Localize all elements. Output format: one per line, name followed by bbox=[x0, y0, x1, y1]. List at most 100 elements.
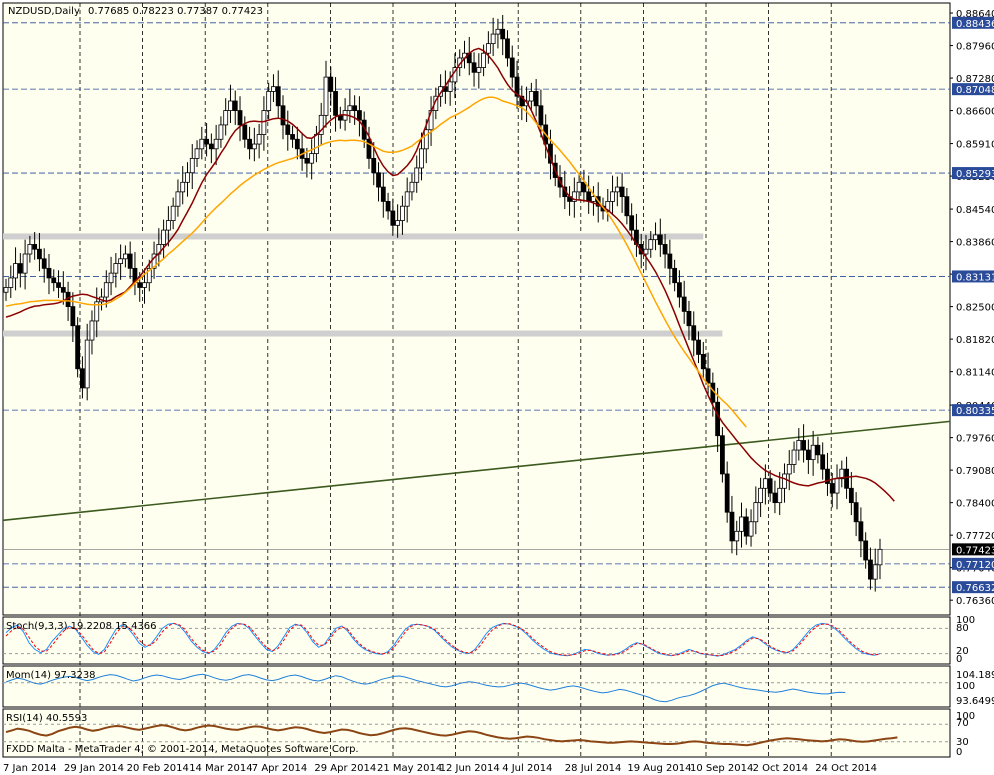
candle-body bbox=[122, 253, 128, 260]
price-tick-label: 0.77720 bbox=[956, 531, 994, 542]
candle-body bbox=[366, 138, 372, 159]
candle-body bbox=[820, 454, 826, 470]
price-pane bbox=[2, 2, 951, 616]
candle-body bbox=[290, 134, 295, 140]
candle-body bbox=[385, 201, 391, 212]
candle-body bbox=[643, 248, 649, 255]
price-tick-label: 0.79080 bbox=[956, 466, 994, 477]
candle-body bbox=[533, 91, 539, 107]
date-tick-label: 7 Apr 2014 bbox=[252, 763, 307, 774]
candle-body bbox=[438, 86, 444, 97]
stoch-scale-label: 100 bbox=[956, 615, 975, 626]
date-tick-label: 21 May 2014 bbox=[377, 763, 442, 774]
candle-body bbox=[118, 258, 124, 264]
rsi-scale-label: 30 bbox=[956, 737, 969, 748]
candle-body bbox=[481, 52, 486, 68]
candle-body bbox=[333, 91, 338, 116]
candle-body bbox=[208, 143, 214, 150]
candle-body bbox=[844, 468, 849, 489]
price-tick-label: 0.87280 bbox=[956, 74, 994, 85]
candle-body bbox=[791, 449, 797, 465]
rsi-scale-label: 100 bbox=[956, 711, 975, 722]
candle-body bbox=[758, 487, 764, 504]
price-tick-label: 0.78400 bbox=[956, 499, 994, 510]
candle-body bbox=[103, 282, 109, 298]
candle-body bbox=[653, 234, 658, 241]
candle-body bbox=[872, 564, 878, 580]
candle-body bbox=[323, 76, 329, 116]
trendline bbox=[2, 420, 951, 522]
candle-body bbox=[237, 110, 243, 126]
candle-body bbox=[624, 196, 630, 217]
date-tick-label: 29 Apr 2014 bbox=[314, 763, 376, 774]
candle-body bbox=[275, 86, 281, 107]
momentum-scale-label: 100 bbox=[956, 681, 975, 692]
date-tick-label: 20 Feb 2014 bbox=[127, 763, 189, 774]
candle-body bbox=[485, 43, 491, 54]
price-tick-label: 0.79760 bbox=[956, 434, 994, 445]
date-tick-label: 29 Jan 2014 bbox=[64, 763, 124, 774]
date-axis: 7 Jan 2014 29 Jan 2014 20 Feb 2014 14 Mar 2… bbox=[3, 763, 877, 774]
level-marker-label: 0.87048 bbox=[956, 85, 994, 96]
candle-body bbox=[94, 301, 100, 322]
candle-body bbox=[142, 282, 147, 288]
candle-body bbox=[858, 521, 864, 542]
candle-body bbox=[32, 244, 38, 250]
level-marker bbox=[952, 404, 994, 417]
level-lines bbox=[3, 22, 950, 588]
price-tick-label: 0.86600 bbox=[956, 107, 994, 118]
candle-body bbox=[571, 191, 577, 202]
candle-body bbox=[199, 138, 205, 150]
candle-body bbox=[137, 282, 143, 288]
candle-body bbox=[629, 215, 635, 231]
candle-body bbox=[805, 449, 811, 461]
candle-body bbox=[41, 258, 47, 269]
candle-body bbox=[165, 220, 171, 231]
candle-body bbox=[314, 134, 319, 155]
candle-body bbox=[294, 138, 300, 150]
candle-body bbox=[75, 325, 81, 370]
candle-body bbox=[46, 267, 52, 279]
price-tick-label: 0.83860 bbox=[956, 238, 994, 249]
candle-body bbox=[839, 468, 845, 480]
candle-body bbox=[60, 287, 66, 293]
candle-body bbox=[309, 153, 315, 164]
candle-body bbox=[447, 81, 453, 92]
candle-body bbox=[404, 191, 410, 207]
price-tick-label: 0.76360 bbox=[956, 596, 994, 607]
candle-body bbox=[228, 100, 233, 111]
candle-body bbox=[834, 478, 840, 494]
candle-body bbox=[509, 57, 515, 78]
price-axis: 0.88640 0.87960 0.87280 0.86600 0.85910 0.852… bbox=[950, 9, 994, 607]
candle-body bbox=[672, 267, 678, 284]
candle-body bbox=[619, 186, 625, 198]
candle-body bbox=[371, 157, 377, 174]
candle-body bbox=[251, 143, 257, 150]
candle-body bbox=[304, 157, 310, 164]
candle-body bbox=[280, 105, 286, 126]
level-marker bbox=[952, 167, 994, 180]
candle-body bbox=[347, 105, 353, 111]
candle-body bbox=[586, 191, 592, 202]
candle-body bbox=[175, 191, 181, 207]
candle-body bbox=[223, 110, 229, 126]
stoch-main-line bbox=[5, 622, 881, 657]
price-tick-label: 0.81140 bbox=[956, 368, 994, 379]
candle-body bbox=[189, 157, 195, 174]
candle-body bbox=[376, 172, 381, 188]
level-marker bbox=[952, 543, 994, 556]
date-tick-label: 7 Jan 2014 bbox=[3, 763, 57, 774]
candle-body bbox=[204, 138, 209, 145]
level-marker-label: 0.76632 bbox=[956, 583, 994, 594]
stoch-signal-line bbox=[5, 622, 881, 657]
candle-body bbox=[108, 272, 114, 284]
candle-body bbox=[500, 28, 506, 40]
candle-body bbox=[677, 282, 682, 298]
candle-body bbox=[581, 181, 587, 193]
candle-body bbox=[414, 167, 420, 183]
momentum-pane bbox=[2, 665, 951, 708]
candle-body bbox=[815, 444, 821, 456]
candle-body bbox=[256, 134, 262, 145]
candle-body bbox=[719, 435, 725, 475]
